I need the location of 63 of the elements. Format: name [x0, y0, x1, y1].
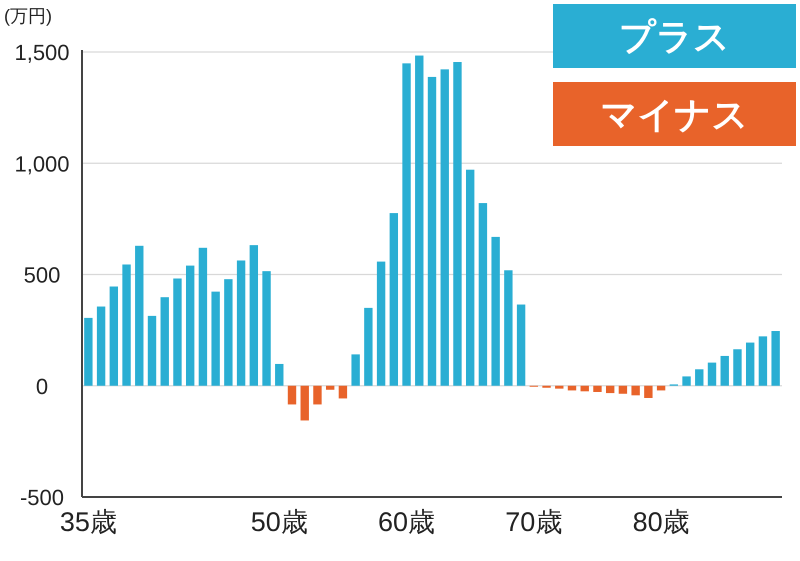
- bar: [644, 386, 653, 398]
- bar: [720, 356, 729, 386]
- bar: [326, 386, 334, 390]
- bar: [504, 270, 513, 386]
- bar: [122, 264, 131, 386]
- bar: [682, 376, 691, 386]
- y-tick-label: 1,000: [14, 151, 70, 176]
- x-tick-label: 60歳: [378, 507, 436, 537]
- bar: [338, 386, 348, 398]
- bar: [593, 386, 602, 392]
- bar: [618, 386, 628, 394]
- bar: [300, 386, 309, 420]
- x-tick-label: 35歳: [60, 507, 117, 537]
- bar: [580, 386, 589, 392]
- bar: [110, 286, 118, 386]
- bar: [758, 336, 768, 386]
- bar: [746, 342, 754, 386]
- bar: [84, 318, 93, 386]
- bar: [733, 349, 742, 386]
- x-tick-label: 50歳: [250, 507, 308, 537]
- bar: [390, 213, 398, 386]
- y-tick-label: 1,500: [14, 40, 70, 65]
- x-tick-label: 80歳: [632, 507, 690, 537]
- bar: [313, 386, 322, 404]
- bar: [695, 369, 704, 386]
- y-tick-label: 500: [24, 262, 60, 288]
- y-tick-label: 0: [36, 374, 48, 399]
- bar: [186, 266, 194, 386]
- bar: [656, 386, 666, 390]
- bar: [288, 386, 296, 404]
- y-axis-title: (万円): [4, 6, 52, 26]
- bar: [631, 386, 640, 396]
- bar: [275, 364, 284, 386]
- bar: [568, 386, 576, 390]
- y-tick-label: -500: [20, 485, 64, 510]
- bar: [351, 354, 360, 386]
- bar: [415, 56, 424, 386]
- bar: [466, 170, 474, 386]
- bar: [148, 316, 156, 386]
- bar: [491, 236, 500, 386]
- bar: [262, 271, 271, 386]
- bar: [198, 248, 208, 386]
- bar: [708, 362, 716, 386]
- bar: [160, 297, 169, 386]
- bar: [376, 262, 386, 386]
- bar: [478, 203, 488, 386]
- bar: [440, 69, 449, 386]
- bar: [516, 304, 526, 386]
- bar: [236, 260, 246, 386]
- bar: [364, 308, 373, 386]
- bar: [453, 62, 462, 386]
- bar: [224, 279, 233, 386]
- bar: [135, 246, 144, 386]
- bar: [211, 292, 220, 386]
- x-tick-label: 70歳: [505, 507, 562, 537]
- bar: [428, 76, 436, 386]
- bar: [250, 245, 258, 386]
- bar: [771, 331, 780, 386]
- bar: [606, 386, 614, 394]
- bar: [402, 63, 411, 386]
- bar: [173, 278, 182, 386]
- legend: プラス マイナス: [553, 4, 796, 146]
- bar: [96, 306, 106, 386]
